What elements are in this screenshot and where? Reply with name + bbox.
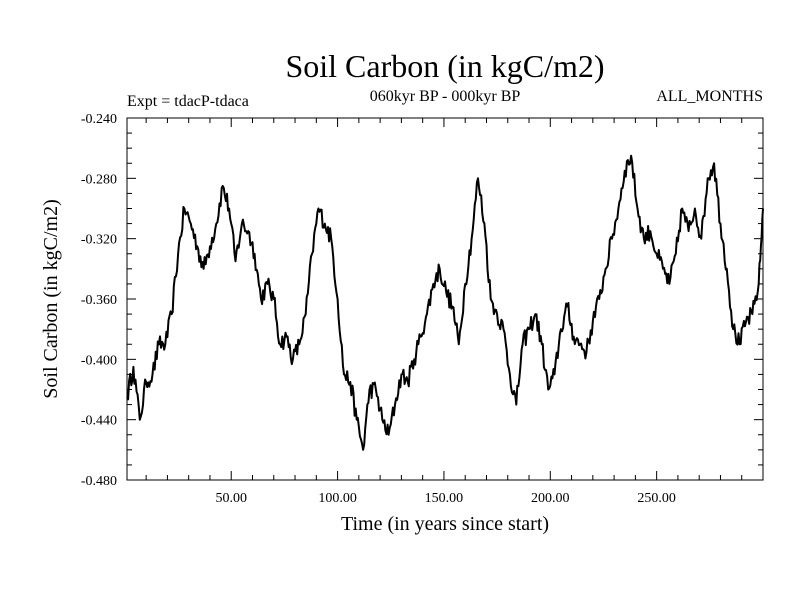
y-tick-label: -0.480 [81,474,117,489]
plot-area [126,117,764,481]
y-tick-label: -0.440 [81,414,117,429]
x-axis-label: Time (in years since start) [341,513,549,535]
x-tick-label: 200.00 [531,491,570,506]
y-axis: -0.240 -0.280 -0.320 -0.360 -0.400 -0.440 -0.4… [81,112,763,489]
series-line [126,154,764,451]
x-tick-label: 50.00 [215,491,247,506]
y-tick-label: -0.360 [81,293,117,308]
y-tick-label: -0.240 [81,112,117,127]
chart-title: Soil Carbon (in kgC/m2) [285,48,604,84]
x-tick-label: 150.00 [425,491,464,506]
y-axis-label: Soil Carbon (in kgC/m2) [40,199,62,398]
y-tick-label: -0.280 [81,172,117,187]
x-tick-label: 100.00 [318,491,357,506]
months-label: ALL_MONTHS [656,88,763,105]
x-axis: 50.00 100.00 150.00 200.00 250.00 [145,118,743,506]
x-tick-label: 250.00 [637,491,676,506]
chart-subtitle: 060kyr BP - 000kyr BP [370,88,521,105]
y-tick-label: -0.400 [81,353,117,368]
y-tick-label: -0.320 [81,233,117,248]
experiment-label: Expt = tdacP-tdaca [127,93,249,110]
